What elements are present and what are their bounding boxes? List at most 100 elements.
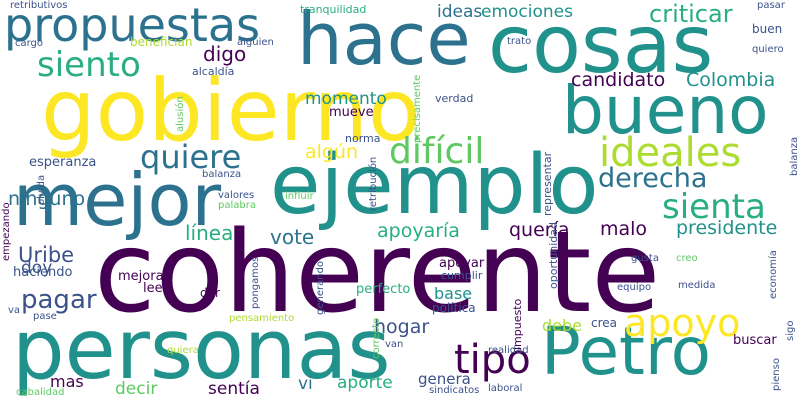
- cloud-word: vi: [298, 374, 313, 394]
- cloud-word: verdad: [435, 92, 474, 105]
- cloud-word: criticar: [649, 0, 733, 28]
- cloud-word: buen: [752, 22, 783, 36]
- cloud-word: doy: [21, 258, 53, 278]
- cloud-word: política: [432, 301, 476, 315]
- cloud-word: genera: [418, 370, 471, 388]
- cloud-word: hace: [297, 0, 471, 81]
- cloud-word: palabra: [218, 200, 256, 211]
- cloud-word: ideales: [599, 130, 742, 176]
- cloud-word: gusta: [631, 253, 659, 264]
- cloud-word: leer: [143, 281, 168, 296]
- cloud-word: perfecto: [356, 282, 411, 297]
- cloud-word: retribución: [368, 156, 379, 211]
- cloud-word: haciendo: [13, 265, 73, 280]
- cloud-word: Petro: [541, 313, 711, 390]
- cloud-word: laboral: [488, 383, 523, 394]
- cloud-word: sentía: [208, 379, 260, 399]
- cloud-word: Colombia: [686, 69, 776, 91]
- cloud-word: esperanza: [29, 155, 97, 170]
- cloud-word: creo: [676, 253, 698, 264]
- cloud-word: quiero: [752, 44, 784, 55]
- cloud-word: impuesto: [511, 298, 524, 350]
- cloud-word: hogar: [374, 316, 430, 338]
- cloud-word: decir: [115, 379, 158, 399]
- cloud-word: buscar: [733, 333, 777, 348]
- cloud-word: difícil: [389, 131, 485, 172]
- cloud-word: cosas: [488, 0, 714, 91]
- cloud-word: aporte: [337, 373, 393, 393]
- cloud-word: dar: [200, 286, 220, 300]
- cloud-word: sindicatos: [429, 385, 480, 396]
- cloud-word: trato: [507, 36, 532, 47]
- cloud-word: siento: [37, 45, 141, 85]
- cloud-word: va: [8, 305, 21, 316]
- cloud-word: influir: [285, 191, 314, 202]
- cloud-word: ejemplo: [270, 138, 599, 233]
- cloud-word: quería: [509, 219, 570, 241]
- cloud-word: gobierno: [41, 61, 421, 161]
- cloud-word: oportunidad: [547, 222, 560, 289]
- cloud-word: quiere: [140, 138, 242, 176]
- cloud-word: pensamiento: [229, 313, 295, 324]
- cloud-word: mejor: [13, 158, 222, 242]
- cloud-word: retributivos: [10, 0, 68, 11]
- cloud-word: sienta: [662, 187, 766, 227]
- cloud-word: norma: [345, 132, 381, 145]
- cloud-word: pase: [33, 311, 57, 322]
- cloud-word: valores: [218, 190, 255, 201]
- cloud-word: economía: [768, 250, 779, 299]
- cloud-word: van: [385, 339, 404, 350]
- cloud-word: mueve: [329, 105, 374, 120]
- cloud-word: pagar: [21, 285, 97, 315]
- cloud-word: algún: [305, 141, 359, 163]
- cloud-word: emociones: [481, 2, 573, 22]
- cloud-word: mejorar: [118, 269, 169, 284]
- cloud-word: cumplir: [441, 269, 483, 282]
- cloud-word: balanza: [789, 136, 800, 176]
- cloud-word: empezando: [1, 202, 12, 261]
- cloud-word: personas: [12, 301, 391, 398]
- cloud-word: digo: [203, 42, 247, 66]
- cloud-word: apoyar: [439, 256, 485, 271]
- cloud-word: mas: [50, 372, 84, 391]
- cloud-word: derecha: [598, 163, 708, 194]
- cloud-word: pasar: [757, 0, 785, 11]
- cloud-word: tipo: [454, 337, 531, 383]
- cloud-word: ideas: [437, 2, 483, 22]
- cloud-word: correcto: [371, 317, 382, 359]
- cloud-word: base: [434, 284, 473, 303]
- cloud-word: presidente: [676, 217, 778, 239]
- cloud-word: ninguno: [8, 188, 86, 210]
- cloud-word: medida: [678, 280, 716, 291]
- cloud-word: cargo: [15, 38, 44, 49]
- cloud-word: generando: [315, 260, 326, 315]
- cloud-word: precisamente: [412, 74, 423, 143]
- cloud-word: alusión: [175, 96, 186, 132]
- cloud-word: apoyaría: [377, 220, 460, 242]
- cloud-word: balanza: [202, 169, 242, 180]
- cloud-word: tranquilidad: [300, 3, 367, 16]
- cloud-word: sigo: [785, 320, 796, 341]
- cloud-word: alcaldía: [192, 65, 235, 78]
- cloud-word: equipo: [617, 282, 652, 293]
- cloud-word: cabalidad: [16, 387, 65, 398]
- cloud-word: coherente: [94, 208, 661, 338]
- cloud-word: Uribe: [18, 243, 75, 267]
- cloud-word: pienso: [771, 358, 782, 391]
- cloud-word: benefician: [130, 35, 193, 49]
- cloud-word: línea: [185, 221, 234, 245]
- cloud-word: momento: [305, 89, 387, 109]
- cloud-word: vote: [270, 225, 315, 249]
- cloud-word: pongamos: [250, 256, 261, 309]
- cloud-word: realidad: [488, 345, 529, 356]
- cloud-word: malo: [600, 218, 648, 240]
- cloud-word: olvida: [36, 174, 47, 205]
- cloud-word: representar: [541, 151, 554, 216]
- cloud-word: crea: [591, 316, 618, 330]
- cloud-word: candidato: [571, 69, 666, 91]
- cloud-word: debe: [542, 316, 582, 335]
- cloud-word: alguien: [237, 37, 274, 48]
- cloud-word: apoyo: [624, 301, 741, 345]
- cloud-word: propuestas: [4, 0, 261, 52]
